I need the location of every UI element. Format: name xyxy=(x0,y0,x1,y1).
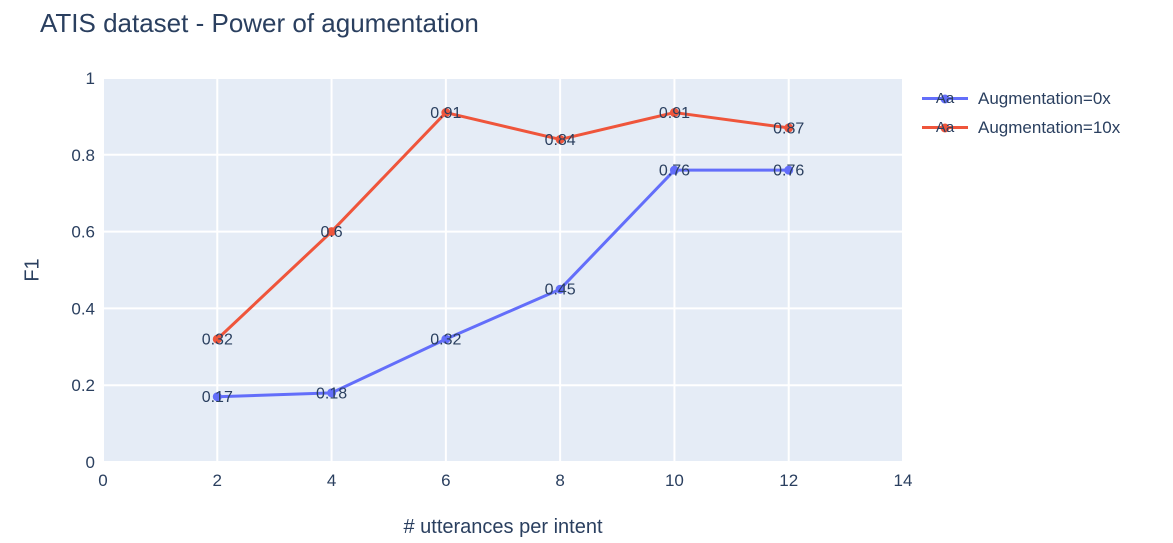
data-point-label: 0.17 xyxy=(202,389,233,406)
legend-label: Augmentation=10x xyxy=(978,117,1121,137)
data-point-marker xyxy=(327,388,337,398)
data-point-label: 0.91 xyxy=(659,105,690,122)
x-tick-label: 8 xyxy=(555,471,564,490)
data-point-label: 0.32 xyxy=(430,332,461,349)
x-axis-title: # utterances per intent xyxy=(403,516,603,538)
legend: Aa Augmentation=0x Aa Augmentation=10x xyxy=(922,84,1120,142)
legend-label: Augmentation=0x xyxy=(978,88,1111,108)
data-point-label: 0.76 xyxy=(773,163,804,180)
data-point-marker xyxy=(555,284,565,294)
y-tick-label: 0.6 xyxy=(71,223,95,242)
data-point-marker xyxy=(212,392,222,402)
y-tick-label: 0.4 xyxy=(71,299,95,318)
y-axis-title: F1 xyxy=(21,258,44,282)
legend-marker-dot xyxy=(940,123,950,132)
data-point-marker xyxy=(441,334,451,344)
data-point-label: 0.18 xyxy=(316,385,347,402)
data-point-marker xyxy=(555,134,565,144)
legend-item-augmentation-0x[interactable]: Aa Augmentation=0x xyxy=(922,84,1120,113)
data-point-label: 0.87 xyxy=(773,120,804,137)
legend-marker-dot xyxy=(940,94,950,103)
x-tick-label: 4 xyxy=(327,471,336,490)
data-point-marker xyxy=(784,123,794,133)
data-point-label: 0.76 xyxy=(659,163,690,180)
series-line-Augmentation=0x xyxy=(215,168,791,399)
y-tick-label: 0.8 xyxy=(71,146,95,165)
plot-background[interactable] xyxy=(103,78,903,462)
series-line-Augmentation=10x xyxy=(215,111,791,341)
legend-text-symbol: Aa xyxy=(935,89,955,107)
x-tick-label: 0 xyxy=(98,471,107,490)
x-tick-label: 12 xyxy=(779,471,798,490)
data-point-marker xyxy=(212,334,222,344)
x-tick-label: 14 xyxy=(894,471,913,490)
data-point-label: 0.45 xyxy=(545,282,576,299)
x-tick-label: 10 xyxy=(665,471,684,490)
legend-swatch: Aa xyxy=(922,89,968,109)
data-point-label: 0.6 xyxy=(320,224,342,241)
x-tick-label: 6 xyxy=(441,471,450,490)
legend-swatch: Aa xyxy=(922,118,968,138)
data-point-marker xyxy=(327,227,337,237)
legend-text-symbol: Aa xyxy=(935,118,955,136)
data-point-label: 0.32 xyxy=(202,332,233,349)
data-point-marker xyxy=(669,108,679,118)
legend-item-augmentation-10x[interactable]: Aa Augmentation=10x xyxy=(922,113,1120,142)
y-tick-label: 1 xyxy=(86,69,95,88)
y-tick-label: 0.2 xyxy=(71,376,95,395)
y-tick-label: 0 xyxy=(86,453,95,472)
chart-title: ATIS dataset - Power of agumentation xyxy=(40,8,479,38)
x-tick-label: 2 xyxy=(213,471,222,490)
data-point-marker xyxy=(784,165,794,175)
data-point-marker xyxy=(669,165,679,175)
data-point-label: 0.84 xyxy=(545,132,576,149)
data-point-marker xyxy=(441,108,451,118)
data-point-label: 0.91 xyxy=(430,105,461,122)
